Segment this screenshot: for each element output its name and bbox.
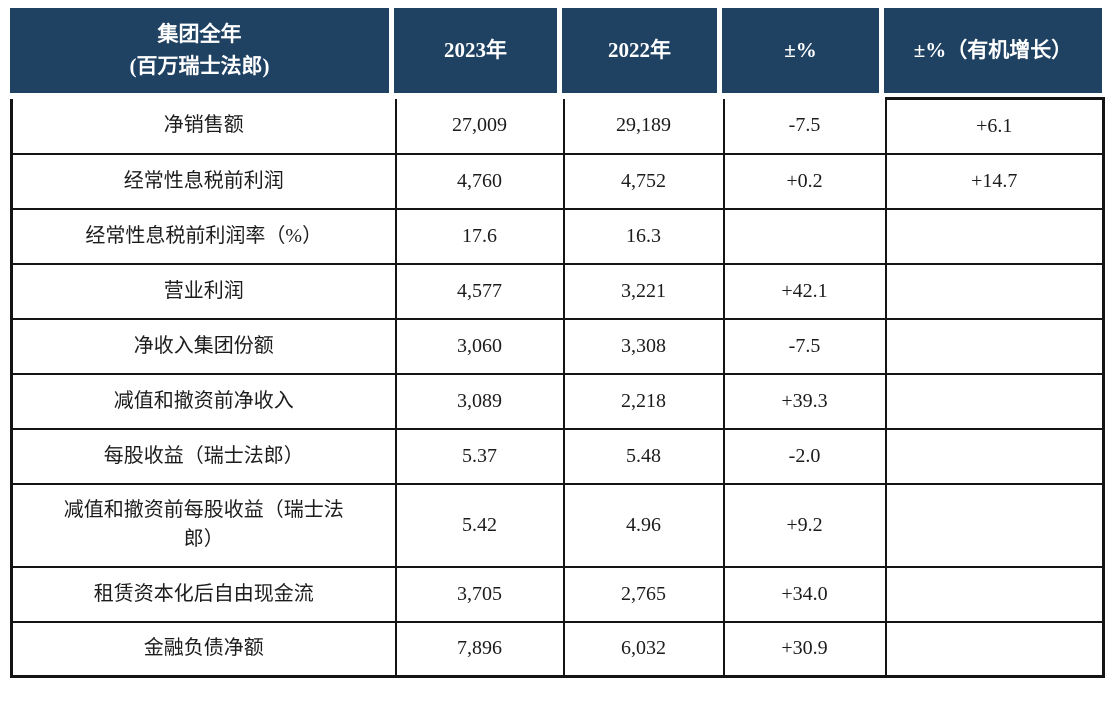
cell-pct-organic: +6.1 [884, 97, 1105, 155]
table-row: 每股收益（瑞士法郎） 5.37 5.48 -2.0 [10, 427, 1105, 485]
table-row: 经常性息税前利润 4,760 4,752 +0.2 +14.7 [10, 152, 1105, 210]
cell-label: 金融负债净额 [10, 620, 397, 678]
table-row: 经常性息税前利润率（%） 17.6 16.3 [10, 207, 1105, 265]
cell-pct: +9.2 [722, 482, 887, 568]
cell-2022: 3,308 [562, 317, 725, 375]
cell-2022: 3,221 [562, 262, 725, 320]
cell-2023: 3,705 [394, 565, 565, 623]
table-row: 净收入集团份额 3,060 3,308 -7.5 [10, 317, 1105, 375]
cell-label: 经常性息税前利润 [10, 152, 397, 210]
cell-pct: -7.5 [722, 98, 887, 155]
cell-pct-organic [884, 207, 1105, 265]
cell-2022: 4,752 [562, 152, 725, 210]
financial-results-table: 集团全年 (百万瑞士法郎) 2023年 2022年 ±% ±%（有机增长） 净销… [10, 8, 1105, 678]
cell-label: 净收入集团份额 [10, 317, 397, 375]
header-cell-pct: ±% [722, 8, 884, 93]
cell-label: 净销售额 [10, 98, 397, 155]
cell-pct: +39.3 [722, 372, 887, 430]
cell-pct-organic [884, 482, 1105, 568]
header-group-title: 集团全年 [157, 22, 242, 46]
cell-2023: 27,009 [394, 98, 565, 155]
table-row: 减值和撤资前净收入 3,089 2,218 +39.3 [10, 372, 1105, 430]
cell-label: 营业利润 [10, 262, 397, 320]
cell-2022: 5.48 [562, 427, 725, 485]
cell-pct-organic [884, 620, 1105, 678]
cell-pct: +30.9 [722, 620, 887, 678]
cell-2023: 7,896 [394, 620, 565, 678]
table-body: 净销售额 27,009 29,189 -7.5 +6.1 经常性息税前利润 4,… [10, 97, 1105, 678]
cell-pct-organic [884, 372, 1105, 430]
cell-label: 经常性息税前利润率（%） [10, 207, 397, 265]
cell-2023: 3,060 [394, 317, 565, 375]
cell-2022: 6,032 [562, 620, 725, 678]
cell-pct [722, 207, 887, 265]
cell-pct: -7.5 [722, 317, 887, 375]
header-cell-2022: 2022年 [562, 8, 722, 93]
header-group-subtitle: (百万瑞士法郎) [129, 53, 270, 78]
cell-label: 每股收益（瑞士法郎） [10, 427, 397, 485]
table-row: 减值和撤资前每股收益（瑞士法郎） 5.42 4.96 +9.2 [10, 482, 1105, 568]
cell-pct: +0.2 [722, 152, 887, 210]
cell-2022: 2,218 [562, 372, 725, 430]
cell-pct: -2.0 [722, 427, 887, 485]
cell-2023: 17.6 [394, 207, 565, 265]
cell-2023: 4,577 [394, 262, 565, 320]
cell-pct-organic: +14.7 [884, 152, 1105, 210]
cell-2022: 4.96 [562, 482, 725, 568]
cell-pct-organic [884, 262, 1105, 320]
cell-2023: 5.37 [394, 427, 565, 485]
cell-2022: 29,189 [562, 98, 725, 155]
cell-2023: 3,089 [394, 372, 565, 430]
cell-pct: +42.1 [722, 262, 887, 320]
cell-2023: 4,760 [394, 152, 565, 210]
cell-pct: +34.0 [722, 565, 887, 623]
table-header-row: 集团全年 (百万瑞士法郎) 2023年 2022年 ±% ±%（有机增长） [10, 8, 1102, 93]
table-row: 金融负债净额 7,896 6,032 +30.9 [10, 620, 1105, 678]
cell-label: 减值和撤资前每股收益（瑞士法郎） [10, 482, 397, 568]
cell-2022: 16.3 [562, 207, 725, 265]
cell-label: 租赁资本化后自由现金流 [10, 565, 397, 623]
header-cell-2023: 2023年 [394, 8, 562, 93]
table-row: 净销售额 27,009 29,189 -7.5 +6.1 [10, 97, 1105, 155]
cell-pct-organic [884, 317, 1105, 375]
cell-pct-organic [884, 427, 1105, 485]
cell-label: 减值和撤资前净收入 [10, 372, 397, 430]
cell-2023: 5.42 [394, 482, 565, 568]
cell-pct-organic [884, 565, 1105, 623]
header-cell-pct-organic: ±%（有机增长） [884, 8, 1102, 93]
table-row: 营业利润 4,577 3,221 +42.1 [10, 262, 1105, 320]
cell-2022: 2,765 [562, 565, 725, 623]
header-cell-group: 集团全年 (百万瑞士法郎) [10, 8, 394, 93]
table-row: 租赁资本化后自由现金流 3,705 2,765 +34.0 [10, 565, 1105, 623]
